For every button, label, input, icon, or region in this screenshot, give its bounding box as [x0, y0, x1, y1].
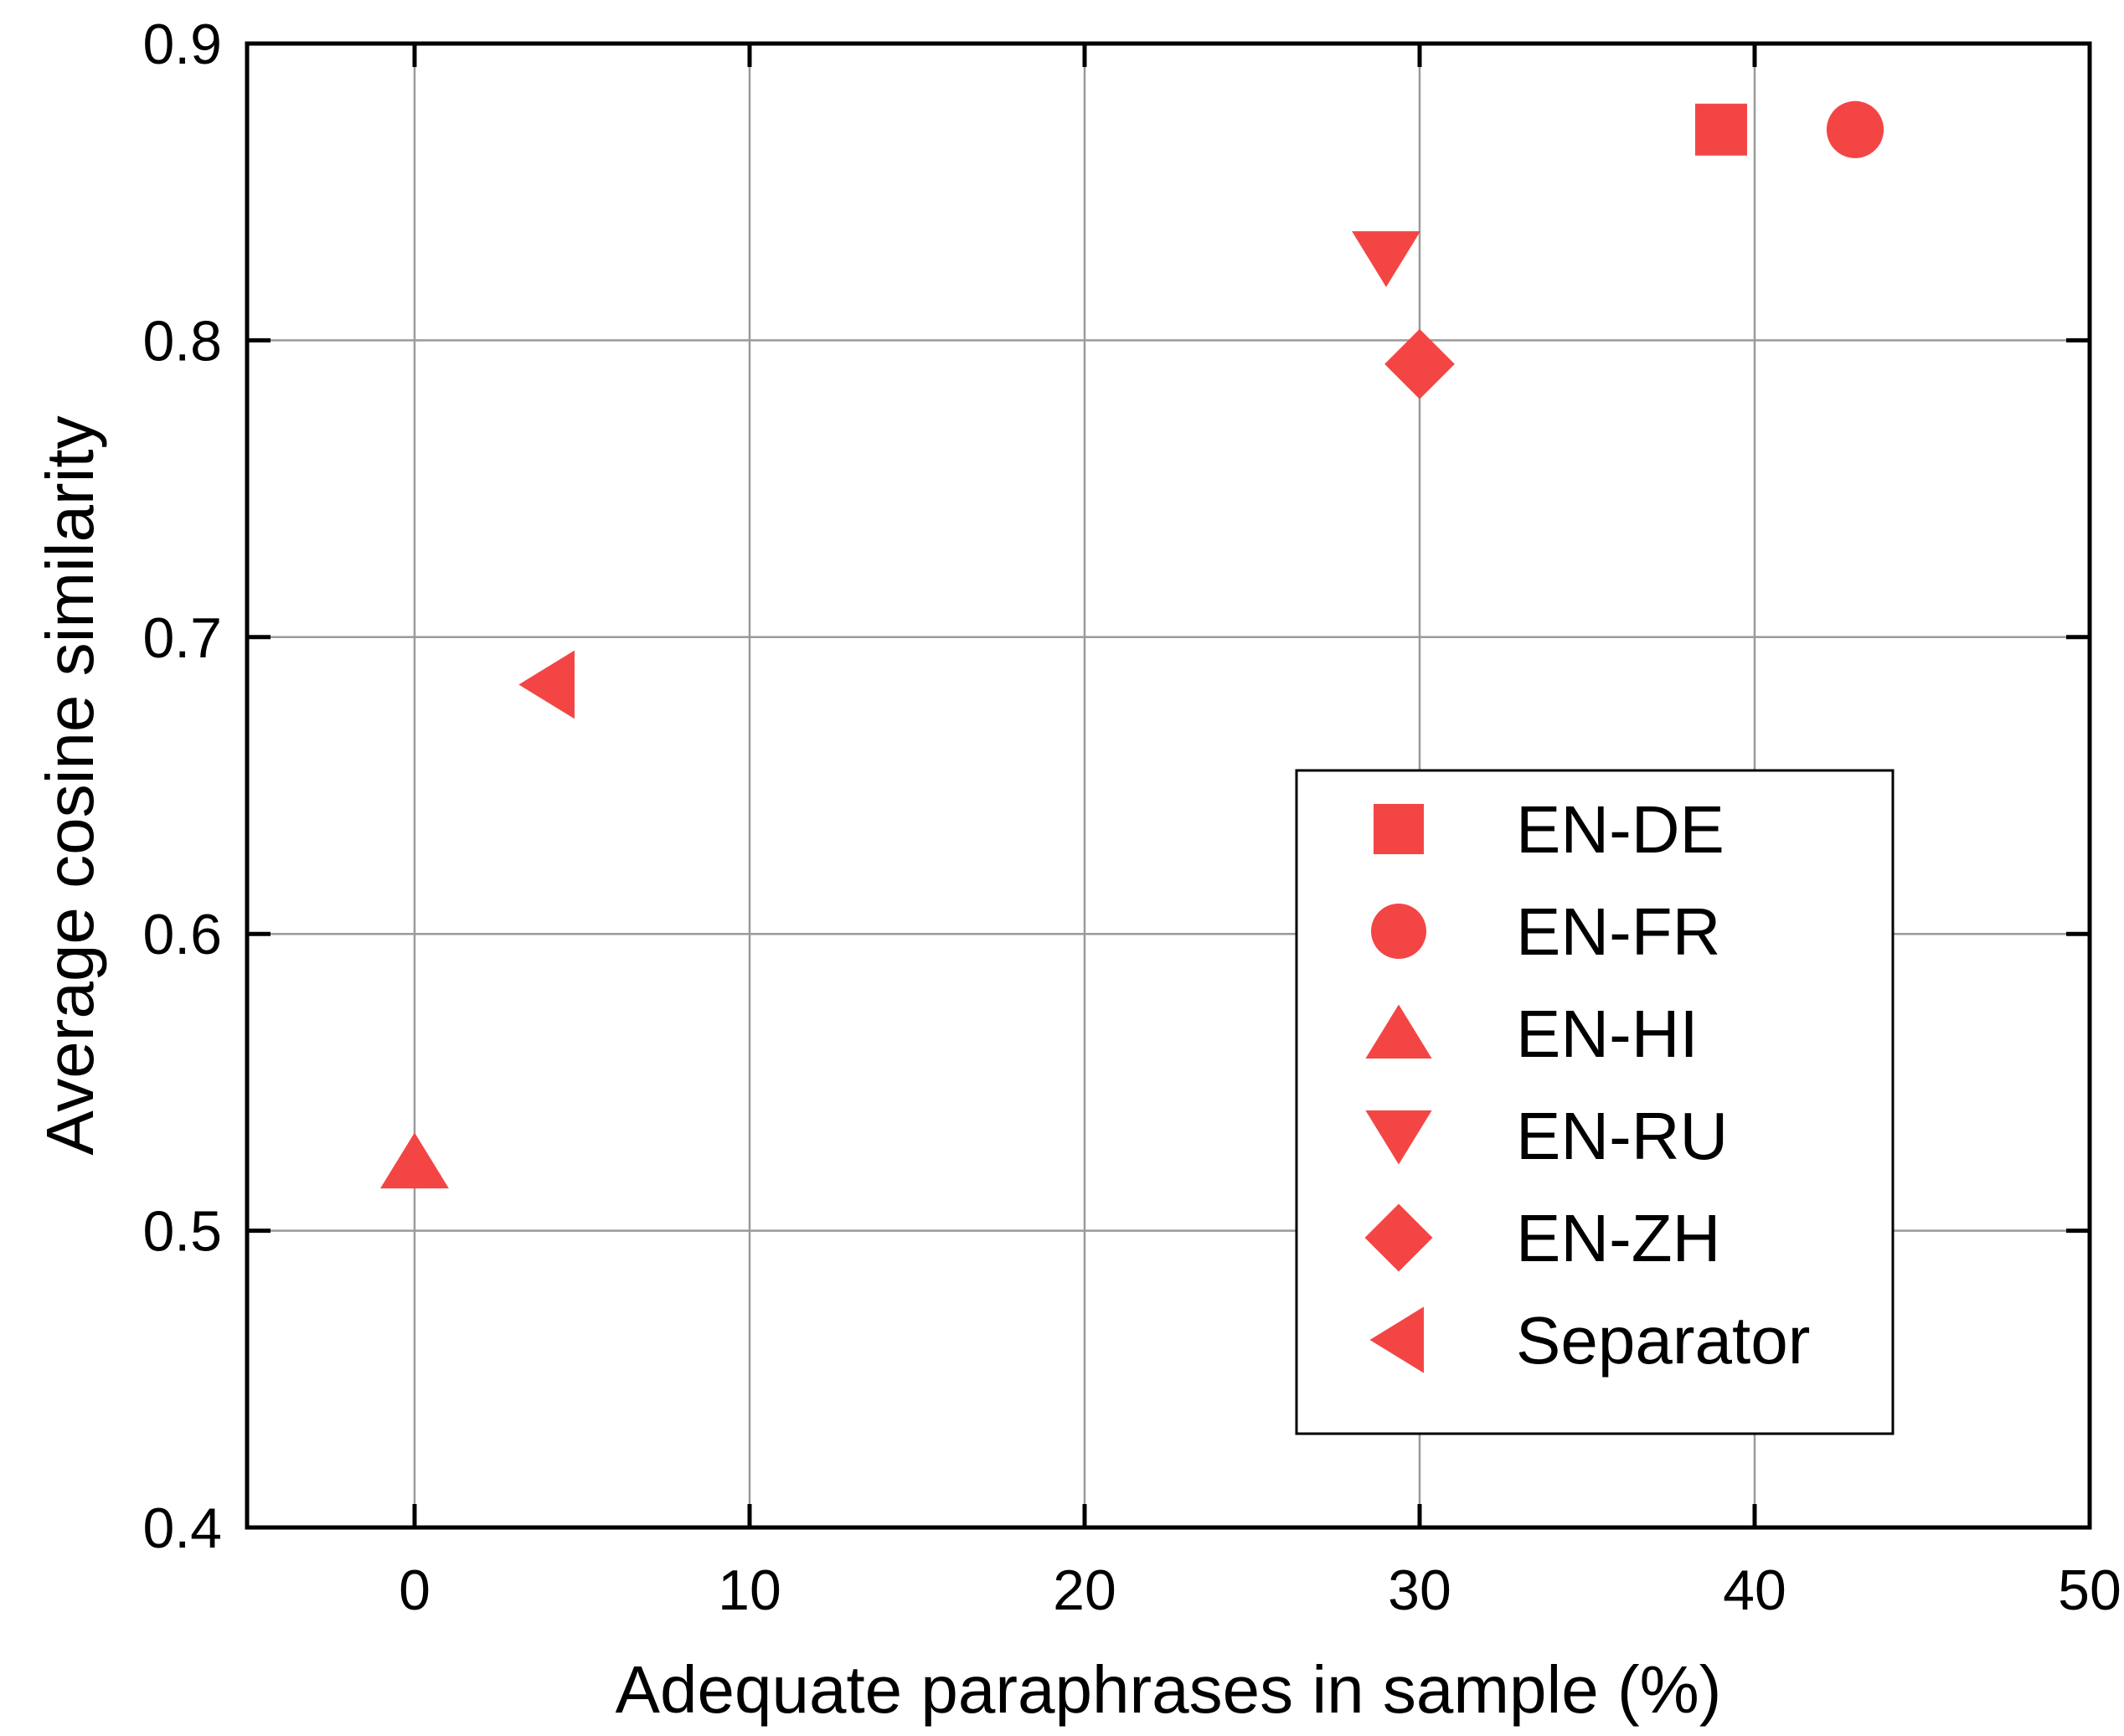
data-point-en-hi: [380, 1132, 449, 1189]
legend-label-en-ru: EN-RU: [1516, 1099, 1728, 1173]
legend-marker-en-de: [1374, 804, 1424, 854]
x-tick-label: 50: [2058, 1558, 2121, 1622]
data-point-en-zh: [1384, 328, 1455, 399]
legend-label-en-de: EN-DE: [1516, 792, 1724, 867]
y-axis-title: Average cosine similarity: [33, 415, 107, 1155]
legend-marker-separator: [1369, 1306, 1424, 1373]
x-tick-label: 10: [718, 1558, 781, 1622]
x-tick-label: 20: [1053, 1558, 1116, 1622]
legend-label-en-hi: EN-HI: [1516, 997, 1699, 1071]
data-point-en-ru: [1352, 231, 1420, 287]
x-tick-label: 40: [1723, 1558, 1786, 1622]
data-point-separator: [518, 650, 575, 719]
legend-label-separator: Separator: [1516, 1303, 1810, 1378]
data-point-en-de: [1695, 103, 1747, 156]
x-tick-label: 0: [399, 1558, 430, 1622]
legend-label-en-fr: EN-FR: [1516, 894, 1720, 969]
x-tick-label: 30: [1388, 1558, 1451, 1622]
legend-marker-en-fr: [1371, 904, 1426, 959]
y-tick-label: 0.9: [142, 13, 222, 76]
x-tick-labels: 0 10 20 30 40 50: [399, 1558, 2121, 1622]
y-tick-labels: 0.4 0.5 0.6 0.7 0.8 0.9: [142, 13, 222, 1560]
legend-marker-en-ru: [1365, 1110, 1432, 1165]
legend-marker-en-zh: [1364, 1203, 1433, 1272]
y-tick-label: 0.4: [142, 1496, 222, 1560]
plot-frame: [245, 41, 2092, 1530]
y-tick-label: 0.8: [142, 309, 222, 373]
y-tick-label: 0.5: [142, 1200, 222, 1264]
legend: EN-DE EN-FR EN-HI EN-RU EN-ZH Separator: [1295, 769, 1895, 1435]
data-point-en-fr: [1826, 100, 1884, 158]
legend-marker-en-hi: [1365, 1004, 1432, 1059]
x-axis-title: Adequate paraphrases in sample (%): [616, 1652, 1722, 1727]
y-tick-label: 0.7: [142, 606, 222, 670]
y-tick-label: 0.6: [142, 903, 222, 966]
legend-box: [1295, 769, 1895, 1435]
legend-label-en-zh: EN-ZH: [1516, 1201, 1720, 1275]
data-points: [380, 100, 1884, 1189]
